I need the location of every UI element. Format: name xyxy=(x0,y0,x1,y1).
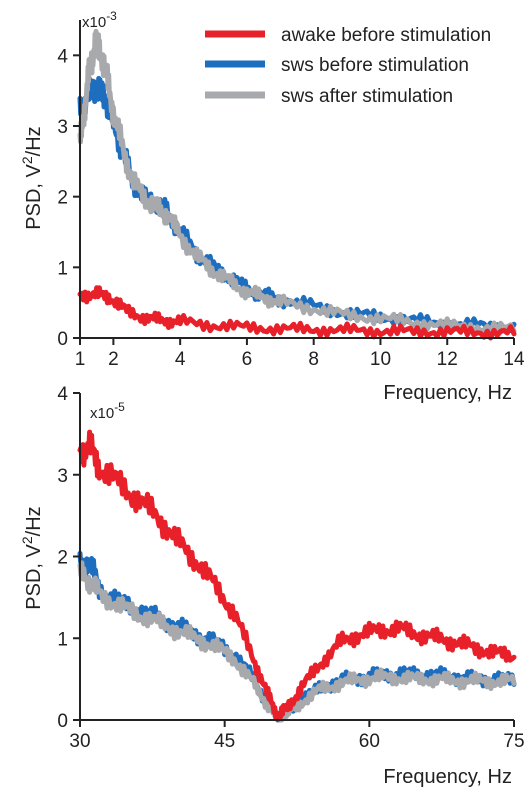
top-y-tick-label: 3 xyxy=(57,117,68,138)
bottom-y-tick-label: 3 xyxy=(57,466,68,487)
bottom-y-tick-label: 0 xyxy=(57,711,68,732)
top-x-tick-label: 14 xyxy=(503,349,525,370)
top-y-tick-label: 2 xyxy=(57,188,68,209)
legend-label-sws-before: sws before stimulation xyxy=(281,55,469,76)
top-x-axis-label: Frequency, Hz xyxy=(383,382,512,404)
top-x-tick-label: 6 xyxy=(242,349,253,370)
bottom-x-tick-label: 30 xyxy=(69,731,90,752)
bottom-y-ticks: 0 1 2 3 4 xyxy=(57,384,80,732)
bottom-x-ticks: 30 45 60 75 xyxy=(69,720,525,752)
top-y-tick-label: 0 xyxy=(57,329,68,350)
top-x-tick-label: 4 xyxy=(175,349,186,370)
top-series-sws-after xyxy=(77,28,517,336)
legend-label-awake: awake before stimulation xyxy=(281,25,491,46)
top-x-ticks: 1 2 4 6 8 10 12 14 xyxy=(75,338,525,370)
bottom-y-axis-label: PSD, V2/Hz xyxy=(19,506,45,609)
bottom-y-label-sup: 2 xyxy=(19,536,35,544)
bottom-x-tick-label: 45 xyxy=(214,731,235,752)
top-x-tick-label: 2 xyxy=(108,349,119,370)
bottom-exponent-label: x10-5 xyxy=(90,400,125,422)
top-x-tick-label: 8 xyxy=(308,349,319,370)
bottom-x-axis-label: Frequency, Hz xyxy=(383,766,512,788)
top-y-label-suffix: /Hz xyxy=(23,126,45,156)
bottom-y-tick-label: 4 xyxy=(57,384,68,405)
chart-bottom: 0 1 2 3 4 30 45 60 75 x10-5 Frequency, Hz PSD, … xyxy=(19,384,525,788)
top-y-tick-label: 4 xyxy=(57,46,68,67)
top-series-awake xyxy=(77,285,517,341)
bottom-y-label-prefix: PSD, V xyxy=(23,543,45,609)
bottom-y-tick-label: 2 xyxy=(57,548,68,569)
top-y-ticks: 0 1 2 3 4 xyxy=(57,46,80,350)
top-x-tick-label: 12 xyxy=(437,349,458,370)
bottom-x-tick-label: 75 xyxy=(503,731,524,752)
legend: awake before stimulation sws before stim… xyxy=(205,25,491,107)
bottom-y-tick-label: 1 xyxy=(57,629,68,650)
legend-label-sws-after: sws after stimulation xyxy=(281,86,453,107)
top-exponent-power: -3 xyxy=(106,9,117,23)
top-y-label-sup: 2 xyxy=(19,156,35,164)
top-exponent-base: x10 xyxy=(82,14,106,31)
top-series-group xyxy=(77,28,517,341)
bottom-series-awake xyxy=(77,429,517,723)
bottom-exponent-base: x10 xyxy=(90,405,114,422)
top-y-axis-label: PSD, V2/Hz xyxy=(19,126,45,229)
bottom-y-label-suffix: /Hz xyxy=(23,506,45,536)
bottom-series-group xyxy=(77,429,517,723)
bottom-x-tick-label: 60 xyxy=(359,731,380,752)
top-x-tick-label: 10 xyxy=(370,349,391,370)
top-y-label-prefix: PSD, V xyxy=(23,163,45,229)
bottom-exponent-power: -5 xyxy=(114,400,125,414)
top-exponent-label: x10-3 xyxy=(82,9,117,31)
top-x-tick-label: 1 xyxy=(75,349,86,370)
top-y-tick-label: 1 xyxy=(57,258,68,279)
